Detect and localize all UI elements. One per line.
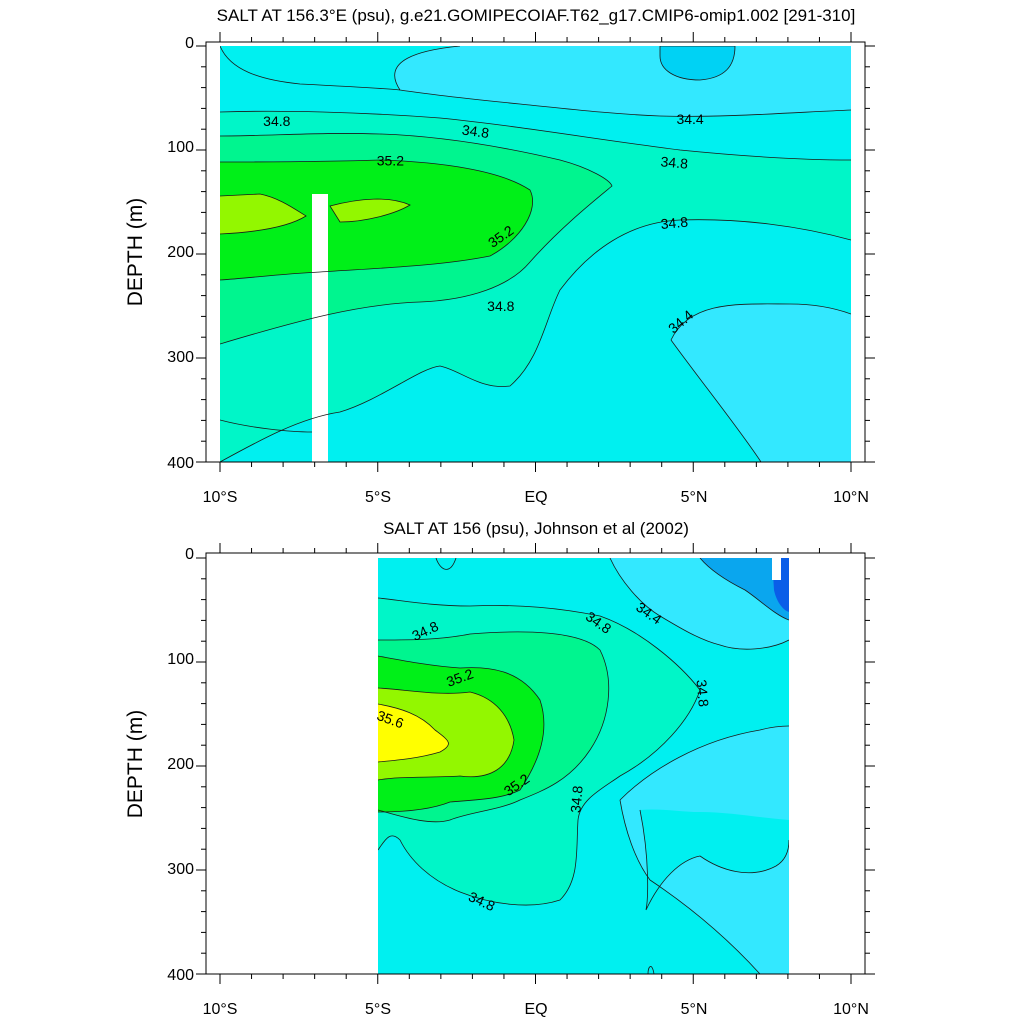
missing-data-patch — [772, 558, 781, 580]
panel-1-title: SALT AT 156.3°E (psu), g.e21.GOMIPECOIAF… — [217, 6, 856, 25]
x-tick-label: 10°S — [203, 489, 238, 506]
fill-region — [220, 194, 306, 234]
contour-line — [378, 703, 449, 763]
contour-line — [220, 46, 401, 91]
contour-label: 34.8 — [660, 153, 689, 171]
y-axis-label: DEPTH (m) — [124, 710, 147, 819]
contour-line — [659, 46, 736, 81]
x-tick-label: 10°N — [833, 489, 869, 506]
x-tick-label: 5°S — [365, 1001, 391, 1018]
contour-line — [220, 193, 307, 235]
y-tick-label: 200 — [167, 756, 194, 773]
y-tick-label: 0 — [185, 546, 194, 563]
fill-region — [330, 199, 410, 222]
contour-label: 34.4 — [676, 111, 703, 127]
y-tick-label: 300 — [167, 349, 194, 366]
contour-label: 35.2 — [377, 152, 404, 168]
contour-line — [435, 558, 457, 570]
panel-2-fill — [378, 558, 789, 974]
missing-data-column — [312, 194, 328, 462]
y-tick-label: 400 — [167, 967, 194, 984]
contour-label: 34.8 — [567, 785, 585, 814]
contour-line — [378, 655, 545, 813]
x-tick-label: 10°N — [833, 1001, 869, 1018]
x-tick-label: 10°S — [203, 1001, 238, 1018]
y-tick-label: 0 — [185, 35, 194, 52]
contour-line — [647, 966, 655, 974]
contour-line — [619, 725, 789, 801]
panel-model: SALT AT 156.3°E (psu), g.e21.GOMIPECOIAF… — [124, 6, 875, 506]
fill-region — [700, 558, 789, 620]
fill-region — [378, 704, 449, 762]
y-axis-label: DEPTH (m) — [124, 198, 147, 307]
fill-region — [394, 46, 851, 117]
panel-1-fill — [220, 46, 851, 462]
contour-line — [619, 799, 761, 974]
contour-label: 34.8 — [461, 121, 490, 141]
contour-label: 34.8 — [487, 298, 514, 314]
x-tick-label: 5°N — [681, 489, 708, 506]
contour-line — [639, 809, 789, 911]
panel-observations: SALT AT 156 (psu), Johnson et al (2002) — [124, 519, 875, 1018]
contour-line — [394, 46, 851, 117]
contour-line — [220, 419, 313, 433]
x-tick-label: EQ — [524, 489, 547, 506]
fill-region — [640, 809, 789, 910]
y-tick-label: 400 — [167, 455, 194, 472]
y-tick-label: 100 — [167, 139, 194, 156]
contour-line — [220, 159, 533, 281]
contour-label: 34.8 — [660, 214, 689, 232]
panel-1-ticks — [196, 32, 875, 472]
panel-1-contours — [220, 46, 851, 462]
y-tick-label: 300 — [167, 861, 194, 878]
contour-line — [220, 110, 851, 161]
y-tick-label: 100 — [167, 651, 194, 668]
panel-2-ticks — [196, 543, 875, 984]
contour-line — [670, 303, 851, 341]
contour-line — [670, 339, 762, 462]
contour-line — [378, 597, 701, 906]
contour-line — [378, 687, 515, 781]
panel-2-contours — [378, 558, 789, 974]
contour-line — [378, 631, 610, 823]
contour-line — [329, 198, 411, 223]
contour-label: 34.8 — [263, 113, 290, 129]
contour-label: 34.8 — [694, 679, 712, 708]
x-tick-label: 5°S — [365, 489, 391, 506]
contour-line — [220, 133, 613, 345]
x-tick-label: 5°N — [681, 1001, 708, 1018]
panel-1-contour-labels: 34.834.834.435.2 34.835.2 34.834.834.4 — [263, 111, 704, 337]
y-tick-label: 200 — [167, 244, 194, 261]
panel-2-title: SALT AT 156 (psu), Johnson et al (2002) — [383, 519, 689, 538]
contour-line — [220, 219, 851, 462]
x-tick-label: EQ — [524, 1001, 547, 1018]
contour-line — [699, 558, 789, 621]
fill-region — [660, 46, 735, 80]
fill-region — [220, 160, 533, 280]
contour-line — [609, 558, 789, 650]
fill-region — [671, 303, 851, 462]
